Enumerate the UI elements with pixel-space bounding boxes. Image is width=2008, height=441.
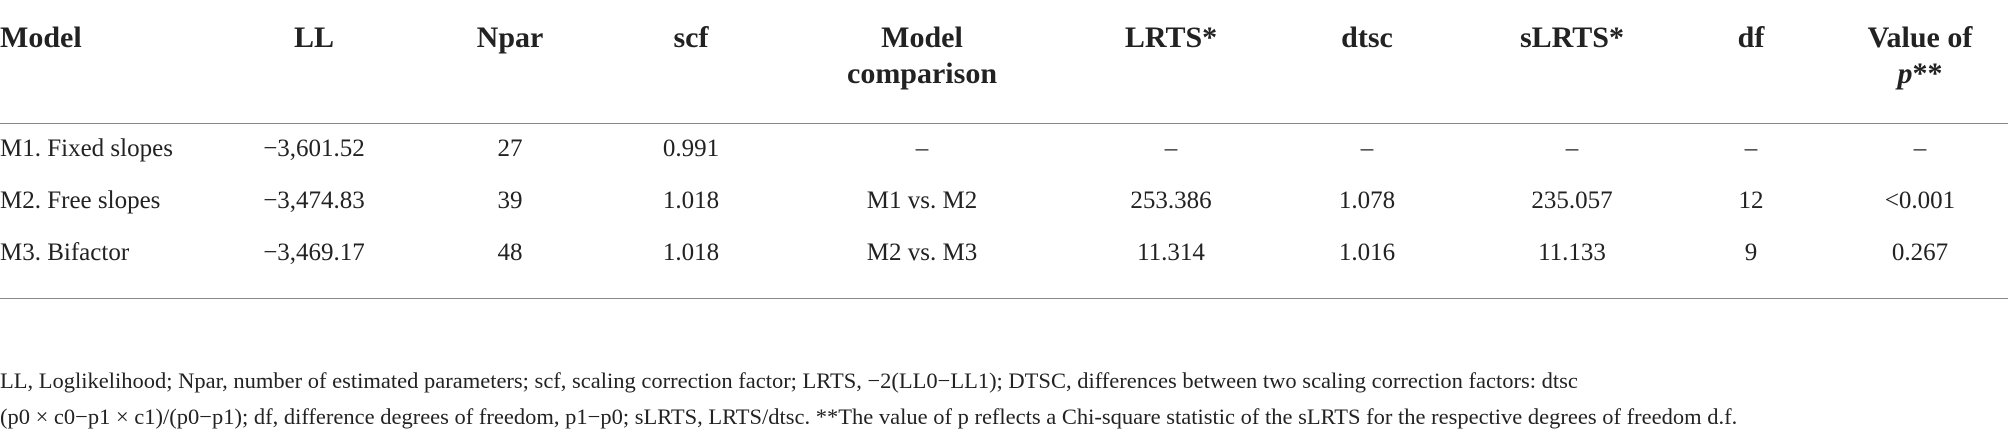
header-cell: scf (673, 21, 709, 54)
table-cell: 39 (497, 187, 523, 214)
header-cell: Npar (476, 21, 544, 54)
table-cell: 253.386 (1130, 187, 1212, 214)
table-cell: −3,601.52 (263, 135, 365, 162)
table-cell: 9 (1744, 239, 1758, 266)
header-cell: Model comparison (847, 21, 997, 90)
table-cell: – (1164, 135, 1178, 162)
bottom-rule (0, 298, 2008, 299)
table-cell: – (1565, 135, 1579, 162)
table-cell: – (1744, 135, 1758, 162)
table-cell: – (1913, 135, 1927, 162)
table-cell: −3,474.83 (263, 187, 365, 214)
table-cell: M2 vs. M3 (866, 239, 978, 266)
header-text: Value of (1867, 21, 1973, 54)
header-italic: p (1897, 57, 1913, 90)
table-cell: 0.267 (1891, 239, 1949, 266)
table-cell: 12 (1738, 187, 1764, 214)
table-cell: – (915, 135, 929, 162)
header-suffix: ** (1912, 57, 1943, 90)
header-cell: dtsc (1341, 21, 1393, 54)
table-cell: 11.133 (1538, 239, 1606, 266)
table-cell: M2. Free slopes (0, 187, 161, 214)
table-cell: 235.057 (1531, 187, 1613, 214)
header-cell: Value of p** (1845, 20, 1995, 92)
table-cell: 11.314 (1137, 239, 1205, 266)
table-cell: – (1360, 135, 1374, 162)
table-cell: M3. Bifactor (0, 239, 130, 266)
table-cell: 0.991 (662, 135, 720, 162)
table-cell: 27 (497, 135, 523, 162)
header-cell: Model (0, 21, 82, 54)
header-cell: sLRTS* (1520, 21, 1624, 54)
table-cell: 1.078 (1338, 187, 1396, 214)
table-cell: M1 vs. M2 (866, 187, 978, 214)
table-cell: 48 (497, 239, 523, 266)
table-cell: M1. Fixed slopes (0, 135, 173, 162)
table-cell: <0.001 (1884, 187, 1956, 214)
table-cell: −3,469.17 (263, 239, 365, 266)
header-cell: LRTS* (1124, 21, 1218, 54)
header-cell: df (1737, 21, 1765, 54)
table-cell: 1.016 (1338, 239, 1396, 266)
table-cell: 1.018 (662, 239, 720, 266)
footnote-line: LL, Loglikelihood; Npar, number of estim… (0, 368, 1578, 393)
header-rule (0, 123, 2008, 124)
footnote-line: (p0 × c0−p1 × c1)/(p0−p1); df, differenc… (0, 404, 1738, 429)
table-cell: 1.018 (662, 187, 720, 214)
header-cell: LL (293, 21, 335, 54)
